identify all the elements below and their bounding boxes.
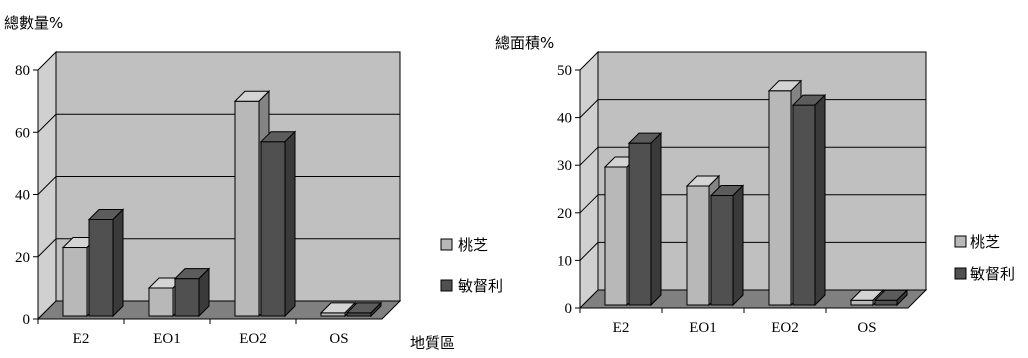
right-y-tick-label: 30 — [557, 158, 572, 174]
left-gridline-side — [37, 238, 57, 258]
right-chart: 0 10 20 30 40 50 E2 EO1 EO2 OS — [557, 50, 928, 336]
left-x-tick-label: OS — [329, 331, 348, 347]
left-bar-front — [88, 219, 114, 317]
right-bar-敏督利-EO2 — [791, 93, 827, 307]
left-bar-front — [174, 278, 200, 317]
right-legend-label-1: 桃芝 — [970, 233, 1000, 251]
left-gridline-side — [37, 113, 57, 133]
right-legend-swatch-2 — [954, 267, 967, 280]
left-gridline-side — [37, 176, 57, 195]
right-bar-front — [710, 195, 734, 306]
left-bar-side — [284, 130, 296, 318]
right-x-tick-label: E2 — [613, 320, 630, 336]
right-gridline-side — [579, 99, 599, 118]
left-legend-label-2: 敏督利 — [458, 277, 503, 295]
left-y-tick-label: 60 — [15, 125, 30, 141]
left-y-tick-label: 0 — [23, 312, 31, 328]
left-bar-side — [112, 208, 124, 318]
right-gridline-side — [579, 194, 599, 214]
left-bar-敏督利-E2 — [87, 208, 125, 318]
left-y-tick-label: 40 — [15, 188, 30, 204]
left-bar-front — [260, 141, 286, 317]
right-legend: 桃芝 敏督利 — [954, 233, 1015, 283]
left-bar-敏督利-EO2 — [259, 130, 297, 318]
right-y-tick-label: 20 — [557, 206, 572, 222]
left-bar-敏督利-EO1 — [173, 267, 211, 318]
left-y-tick-label: 20 — [15, 250, 30, 266]
right-bar-front — [850, 299, 874, 306]
right-bar-side — [650, 131, 662, 307]
right-x-tick-label: EO1 — [689, 320, 717, 336]
right-bar-side — [814, 93, 826, 307]
right-y-tick-label: 40 — [557, 111, 572, 127]
right-x-tick-label: OS — [857, 320, 876, 336]
right-bar-side — [732, 184, 744, 307]
left-chart-xlabel: 地質區 — [410, 334, 455, 352]
left-chart-title: 總數量% — [4, 14, 63, 32]
right-bar-side — [896, 289, 908, 307]
left-legend-swatch-1 — [440, 238, 453, 251]
left-x-tick-label: EO2 — [239, 331, 267, 347]
right-legend-swatch-1 — [954, 235, 967, 248]
left-chart: 0 20 40 60 80 E2 EO1 EO2 OS — [15, 50, 402, 347]
right-y-tick-label: 10 — [557, 253, 572, 269]
right-bar-敏督利-E2 — [627, 131, 663, 307]
right-x-tick-label: EO2 — [771, 320, 799, 336]
right-bar-front — [874, 299, 898, 306]
right-bar-front — [604, 166, 628, 306]
right-chart-title: 總面積% — [495, 34, 554, 52]
right-side-wall — [579, 50, 599, 310]
left-x-tick-label: EO1 — [153, 331, 181, 347]
right-bar-敏督利-OS — [873, 289, 909, 307]
right-y-tick-label: 50 — [557, 63, 572, 79]
right-legend-label-2: 敏督利 — [970, 265, 1015, 283]
right-bar-front — [628, 142, 652, 306]
left-y-tick-label: 80 — [15, 63, 30, 79]
right-y-tick-label: 0 — [565, 301, 573, 317]
right-gridline-side — [579, 146, 599, 166]
left-bar-side — [198, 267, 210, 318]
left-bar-front — [148, 287, 174, 317]
left-legend: 桃芝 敏督利 — [440, 236, 503, 295]
left-legend-label-1: 桃芝 — [458, 236, 488, 254]
right-bar-front — [686, 185, 710, 306]
right-gridline-side — [579, 242, 599, 261]
right-bar-敏督利-EO1 — [709, 184, 745, 307]
right-bar-front — [792, 104, 816, 306]
left-legend-swatch-2 — [440, 279, 453, 292]
left-x-tick-label: E2 — [73, 331, 90, 347]
right-bar-front — [768, 90, 792, 306]
left-bar-front — [234, 100, 260, 317]
left-bar-front — [62, 247, 88, 317]
left-bar-side — [370, 301, 382, 318]
left-bar-敏督利-OS — [345, 301, 383, 318]
